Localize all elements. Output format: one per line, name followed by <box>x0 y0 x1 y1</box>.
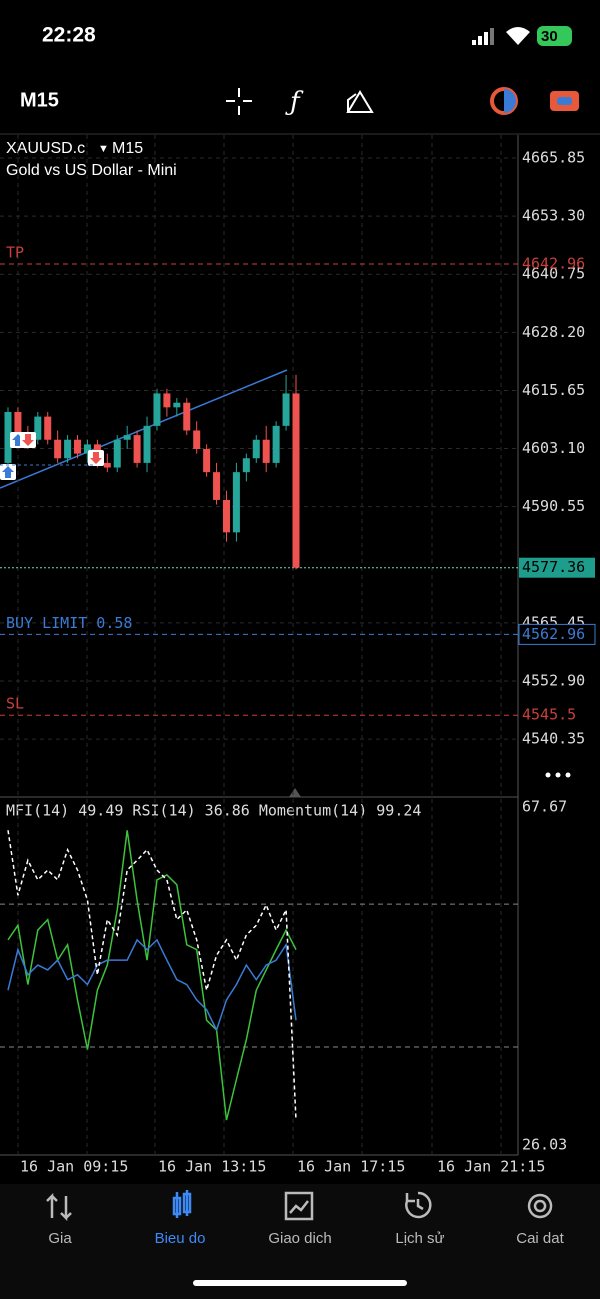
candle-body <box>153 393 161 426</box>
time-label: 16 Jan 21:15 <box>437 1158 545 1176</box>
timeframe[interactable]: M15 <box>20 89 59 111</box>
candle-body <box>123 435 131 440</box>
battery <box>537 26 572 46</box>
crosshair-btn[interactable] <box>226 88 252 115</box>
time-label: 16 Jan 13:15 <box>158 1158 266 1176</box>
trade-btn[interactable] <box>490 87 518 115</box>
tab-label[interactable]: Giao dich <box>268 1230 331 1247</box>
trade-arrow <box>90 452 102 464</box>
candle-body <box>163 393 171 408</box>
candle-body <box>64 439 72 459</box>
price-tick-label: 4628.20 <box>522 323 585 341</box>
price-tick-label: 4540.35 <box>522 730 585 748</box>
tab-bar <box>0 1184 600 1299</box>
dropdown[interactable]: ▼ <box>98 143 109 155</box>
tab-label[interactable]: Gia <box>48 1230 72 1247</box>
price-line-value: 4562.96 <box>522 625 585 643</box>
candle-body <box>193 430 201 450</box>
home-indicator <box>193 1280 407 1286</box>
clock: 22:28 <box>42 24 96 47</box>
candle-body <box>113 439 121 468</box>
tab-label[interactable]: Cai dat <box>516 1230 564 1247</box>
candle-body <box>103 462 111 468</box>
candle-body <box>252 439 260 459</box>
candle-body <box>143 425 151 463</box>
indicator-tick-label: 67.67 <box>522 798 567 816</box>
description: Gold vs US Dollar - Mini <box>6 162 177 179</box>
indicator-line <box>7 938 297 1032</box>
candle-body <box>183 402 191 431</box>
time-label: 16 Jan 09:15 <box>20 1158 128 1176</box>
price-tick-label: 4640.75 <box>522 265 585 283</box>
trend-line <box>0 369 288 489</box>
candle-body <box>54 439 62 459</box>
candle-body <box>282 393 290 426</box>
tab-icon[interactable] <box>405 1191 432 1219</box>
tab-label[interactable]: Lịch sử <box>395 1230 444 1247</box>
candle-body <box>173 402 181 408</box>
price-tick-label: 4665.85 <box>522 149 585 167</box>
period: M15 <box>112 140 143 157</box>
candle-body <box>44 416 52 440</box>
current-price-label: 4577.36 <box>522 558 585 576</box>
indicator-line <box>7 830 297 1121</box>
candle-body <box>4 411 12 463</box>
wifi <box>506 27 530 45</box>
candle-body <box>14 411 22 436</box>
account-btn[interactable] <box>550 91 579 111</box>
tab-icon[interactable] <box>172 1190 192 1218</box>
candle-body <box>34 416 42 440</box>
objects-btn[interactable] <box>346 90 374 113</box>
candle-body <box>262 439 270 463</box>
current-price-box <box>519 557 595 578</box>
price-tick-label: 4552.90 <box>522 671 585 689</box>
indicator-legend: MFI(14) 49.49 RSI(14) 36.86 Momentum(14)… <box>6 802 421 820</box>
price-tick-label: 4653.30 <box>522 207 585 225</box>
signal <box>472 28 494 45</box>
candle-body <box>292 393 300 568</box>
tab-icon[interactable] <box>46 1192 72 1222</box>
indicator-tick-label: 26.03 <box>522 1136 567 1154</box>
price-line-value: 4545.5 <box>522 706 576 724</box>
price-tick-label: 4615.65 <box>522 381 585 399</box>
candle-body <box>74 439 82 454</box>
price-line-name: BUY LIMIT 0.58 <box>6 614 132 632</box>
price-line-name: TP <box>6 243 24 261</box>
indicators-btn[interactable]: ƒ <box>285 87 304 117</box>
more-btn[interactable] <box>545 772 571 778</box>
candle-body <box>133 435 141 463</box>
price-tick-label: 4590.55 <box>522 497 585 515</box>
symbol: XAUUSD.c <box>6 140 85 157</box>
tab-icon[interactable] <box>527 1193 553 1219</box>
candle-body <box>213 472 221 500</box>
scroll-handle[interactable] <box>289 788 301 797</box>
price-line-name: SL <box>6 695 24 713</box>
trade-arrow <box>2 466 14 478</box>
tab-label[interactable]: Bieu do <box>155 1230 206 1247</box>
candle-body <box>222 499 230 533</box>
time-label: 16 Jan 17:15 <box>297 1158 405 1176</box>
candle-body <box>232 472 240 533</box>
trade-arrow <box>22 434 34 446</box>
indicator-line <box>7 830 297 1121</box>
candle-body <box>83 444 91 454</box>
candle-body <box>272 425 280 463</box>
tab-icon[interactable] <box>284 1191 314 1221</box>
candle-body <box>242 458 250 473</box>
battery-level: 30 <box>541 28 558 45</box>
price-line-value: 4642.96 <box>522 254 585 272</box>
price-tick-label: 4603.10 <box>522 439 585 457</box>
price-box <box>518 623 596 645</box>
candle-body <box>203 449 211 473</box>
